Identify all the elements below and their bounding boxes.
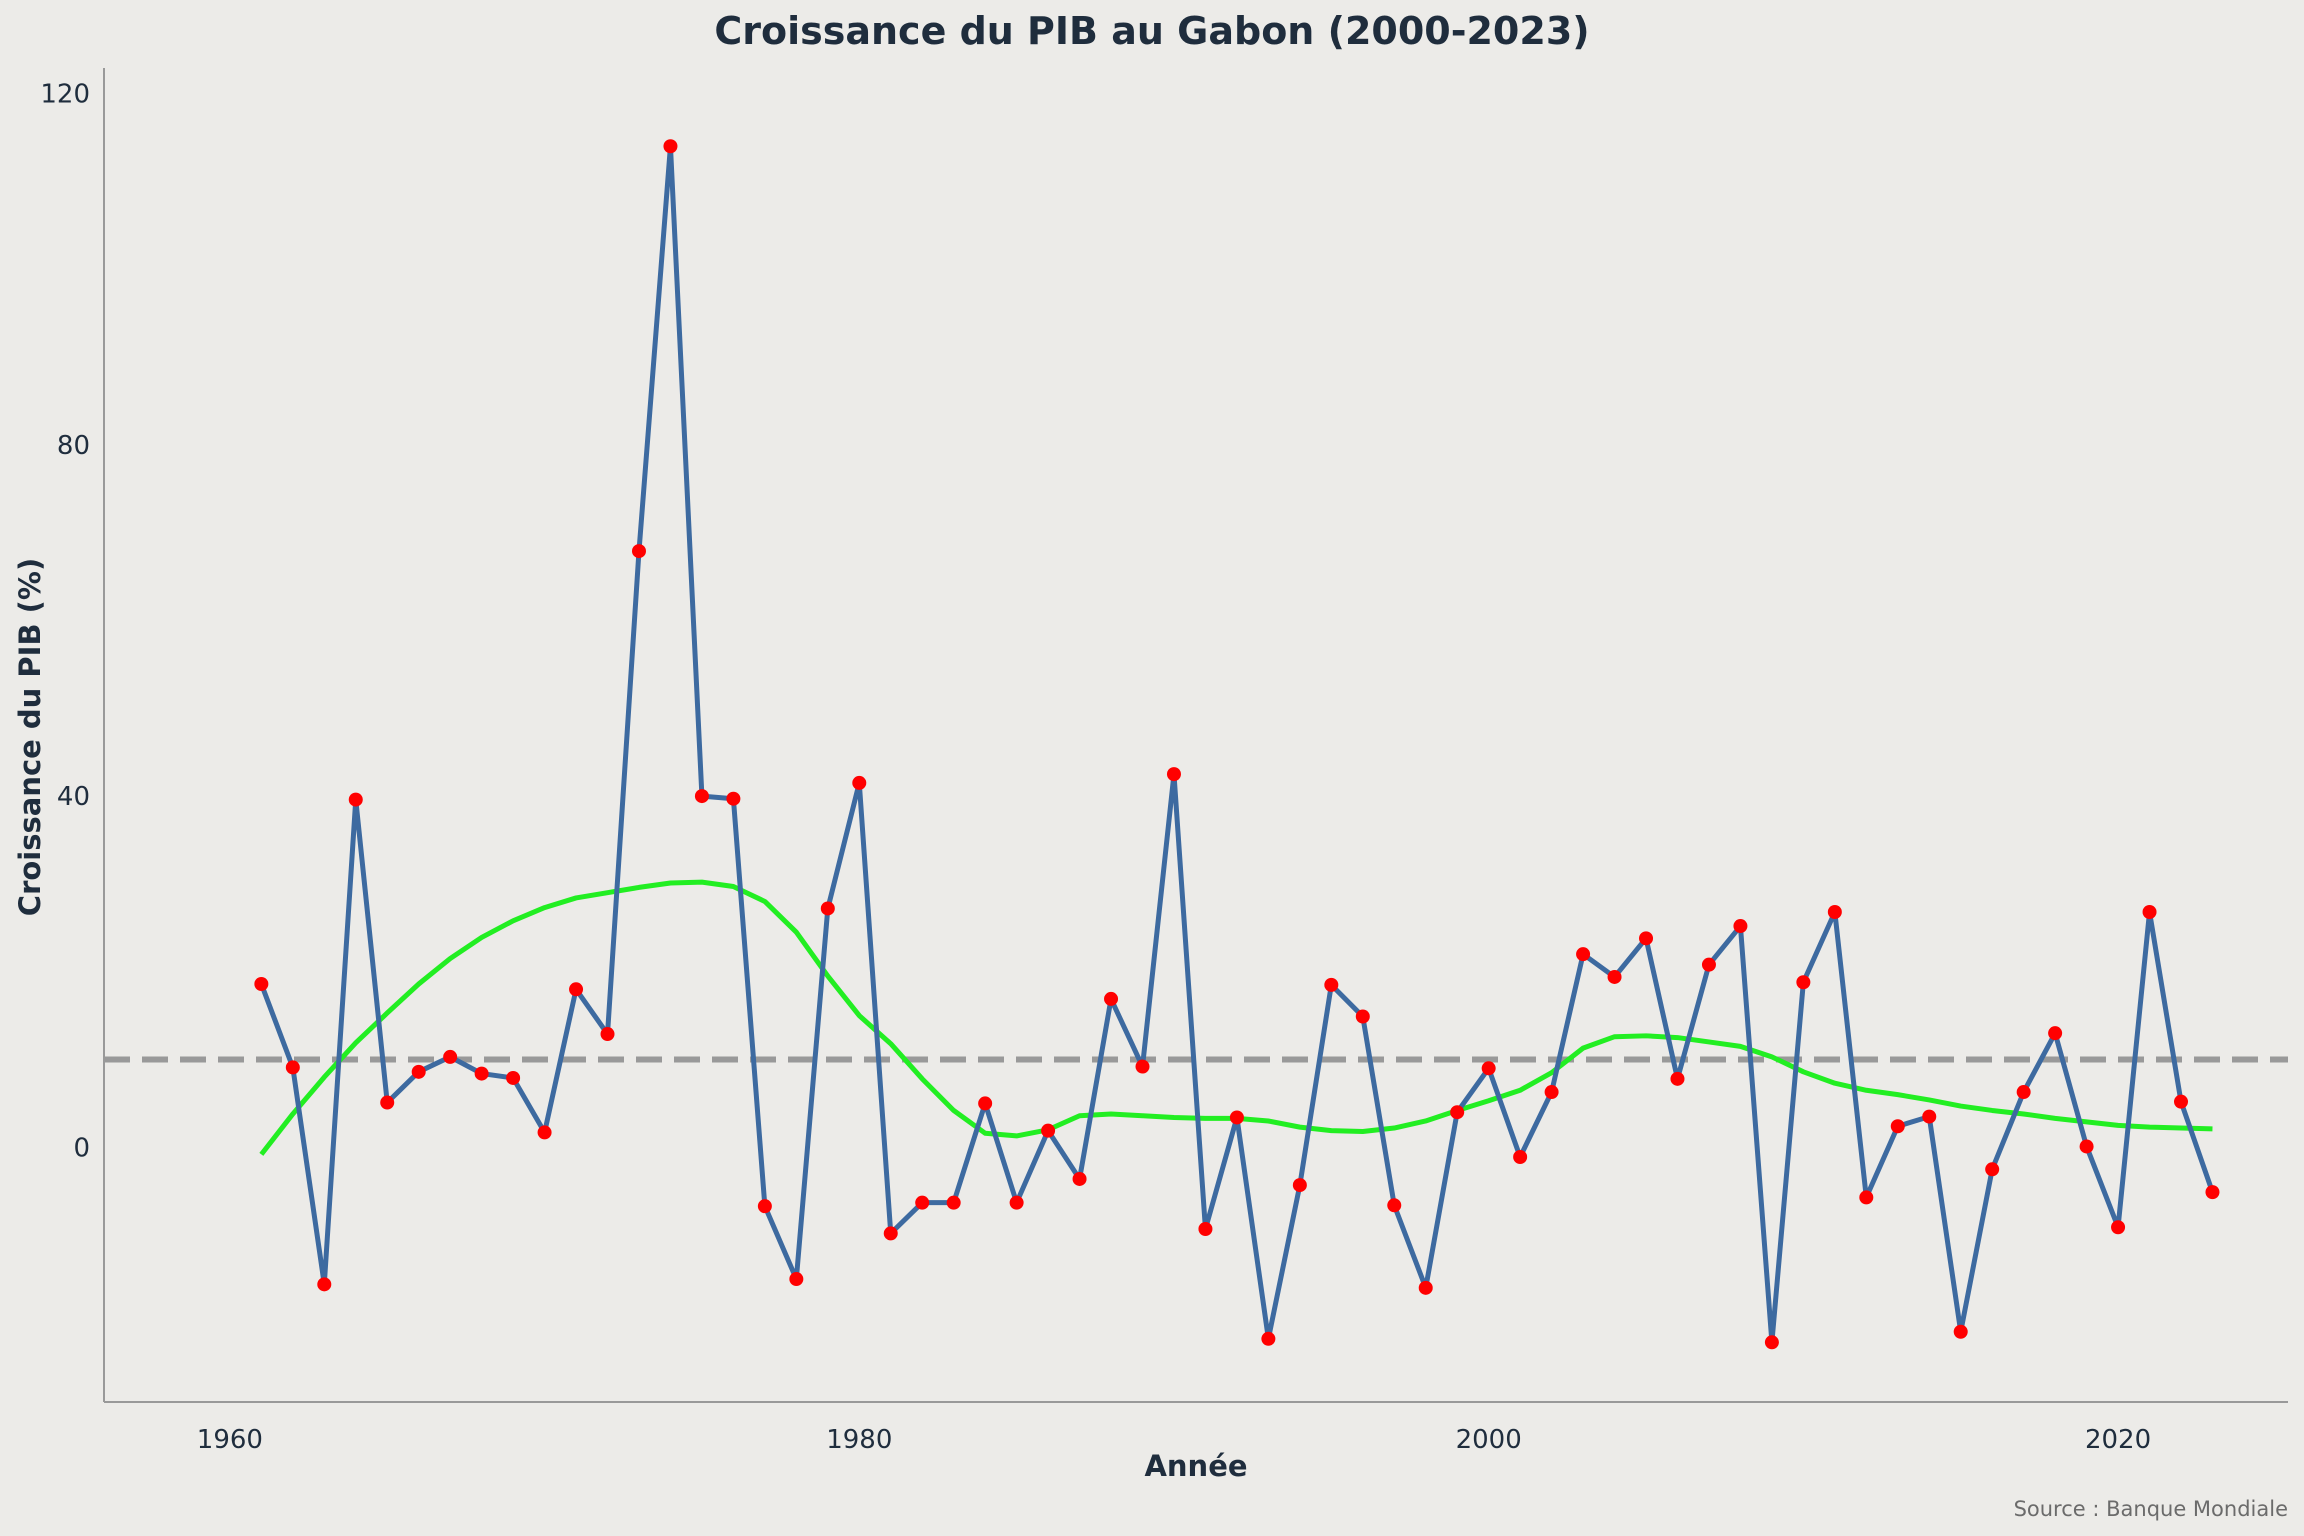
data-point bbox=[1796, 975, 1811, 990]
data-point bbox=[537, 1125, 552, 1140]
data-point bbox=[1922, 1109, 1937, 1124]
data-point bbox=[2111, 1220, 2126, 1235]
y-tick-label: 120 bbox=[40, 80, 90, 110]
data-point bbox=[1261, 1331, 1276, 1346]
chart-title: Croissance du PIB au Gabon (2000-2023) bbox=[714, 9, 1589, 53]
data-point bbox=[1607, 969, 1622, 984]
x-axis-title: Année bbox=[1144, 1449, 1247, 1483]
data-point bbox=[1733, 919, 1748, 934]
data-point bbox=[1764, 1335, 1779, 1350]
data-point bbox=[1513, 1149, 1528, 1164]
x-tick-label: 1960 bbox=[197, 1425, 263, 1455]
x-tick-label: 2020 bbox=[2085, 1425, 2151, 1455]
data-point bbox=[569, 982, 584, 997]
data-point bbox=[2016, 1085, 2031, 1100]
data-point bbox=[789, 1272, 804, 1287]
data-point bbox=[1324, 977, 1339, 992]
data-point bbox=[978, 1096, 993, 1111]
y-tick-label: 80 bbox=[57, 431, 90, 461]
data-point bbox=[2079, 1139, 2094, 1154]
data-point bbox=[1009, 1195, 1024, 1210]
data-point bbox=[1072, 1171, 1087, 1186]
data-point bbox=[1135, 1059, 1150, 1074]
x-tick-label: 1980 bbox=[826, 1425, 892, 1455]
data-point bbox=[1418, 1280, 1433, 1295]
data-point bbox=[1387, 1198, 1402, 1213]
data-point bbox=[1827, 904, 1842, 919]
data-point bbox=[2048, 1026, 2063, 1041]
y-tick-label: 0 bbox=[73, 1133, 90, 1163]
data-point bbox=[285, 1060, 300, 1075]
data-point bbox=[411, 1064, 426, 1079]
x-tick-label: 2000 bbox=[1456, 1425, 1522, 1455]
data-point bbox=[474, 1066, 489, 1081]
data-point bbox=[1890, 1119, 1905, 1134]
tick-labels: 0 40 80 120 1960 1980 2000 2020 bbox=[40, 80, 2151, 1455]
data-point bbox=[2205, 1185, 2220, 1200]
axes bbox=[103, 68, 2288, 1403]
data-point bbox=[1229, 1110, 1244, 1125]
data-point bbox=[1576, 947, 1591, 962]
gdp-growth-line-group bbox=[259, 143, 2215, 1345]
data-point bbox=[506, 1070, 521, 1085]
data-point bbox=[1198, 1222, 1213, 1237]
data-point bbox=[1166, 767, 1181, 782]
data-point bbox=[1639, 931, 1654, 946]
data-point bbox=[1985, 1162, 2000, 1177]
data-point bbox=[2174, 1094, 2189, 1109]
data-point bbox=[1670, 1071, 1685, 1086]
source-caption: Source : Banque Mondiale bbox=[2014, 1497, 2288, 1521]
data-point bbox=[1544, 1085, 1559, 1100]
data-point bbox=[348, 792, 363, 807]
data-point bbox=[1859, 1190, 1874, 1205]
data-point bbox=[852, 775, 867, 790]
data-point bbox=[1292, 1178, 1307, 1193]
data-point bbox=[1355, 1009, 1370, 1024]
data-point bbox=[1701, 957, 1716, 972]
data-point bbox=[1104, 991, 1119, 1006]
data-point bbox=[946, 1195, 961, 1210]
data-point bbox=[2142, 904, 2157, 919]
data-points bbox=[254, 139, 2220, 1350]
data-point bbox=[317, 1277, 332, 1292]
data-point bbox=[663, 139, 678, 154]
data-point bbox=[254, 977, 269, 992]
gdp-growth-line bbox=[259, 143, 2215, 1345]
data-point bbox=[1450, 1105, 1465, 1120]
data-point bbox=[1953, 1324, 1968, 1339]
data-point bbox=[820, 901, 835, 916]
data-point bbox=[631, 544, 646, 559]
data-point bbox=[380, 1095, 395, 1110]
data-point bbox=[915, 1195, 930, 1210]
y-axis-title: Croissance du PIB (%) bbox=[13, 558, 47, 916]
data-point bbox=[694, 789, 709, 804]
data-point bbox=[443, 1049, 458, 1064]
y-tick-label: 40 bbox=[57, 782, 90, 812]
data-point bbox=[757, 1199, 772, 1214]
data-point bbox=[726, 791, 741, 806]
data-point bbox=[1041, 1123, 1056, 1138]
data-point bbox=[883, 1226, 898, 1241]
data-point bbox=[1481, 1061, 1496, 1076]
data-point bbox=[600, 1027, 615, 1042]
